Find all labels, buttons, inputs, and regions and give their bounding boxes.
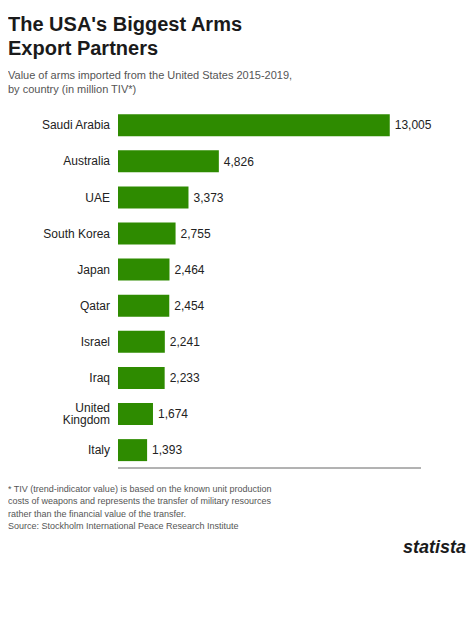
svg-text:4,826: 4,826 [224,154,254,168]
html-text:* TIV (trend-indicator value): * TIV (trend-indicator value) is based o… [8,483,272,532]
svg-text:Italy: Italy [88,443,110,457]
svg-text:2,454: 2,454 [174,299,204,313]
svg-text:1,674: 1,674 [158,407,188,421]
svg-text:Saudi Arabia: Saudi Arabia [42,118,110,132]
html-text:Value of arms imported from th: Value of arms imported from the United S… [8,69,293,96]
svg-text:2,755: 2,755 [181,226,211,240]
svg-text:Japan: Japan [77,262,110,276]
svg-text:Iraq: Iraq [89,371,110,385]
svg-text:1,393: 1,393 [152,443,182,457]
svg-text:Australia: Australia [63,154,110,168]
svg-text:2,464: 2,464 [174,262,204,276]
svg-text:UnitedKingdom: UnitedKingdom [63,401,110,427]
html-text:statista: statista [403,537,466,557]
svg-text:South Korea: South Korea [43,226,110,240]
svg-text:2,241: 2,241 [170,335,200,349]
html-text:The USA's Biggest Arms Export: The USA's Biggest Arms Export Partners [8,13,243,59]
svg-text:2,233: 2,233 [170,371,200,385]
svg-text:Qatar: Qatar [80,298,110,312]
svg-text:UAE: UAE [85,190,110,204]
svg-text:3,373: 3,373 [193,190,223,204]
svg-text:13,005: 13,005 [395,118,432,132]
svg-text:Israel: Israel [81,335,110,349]
